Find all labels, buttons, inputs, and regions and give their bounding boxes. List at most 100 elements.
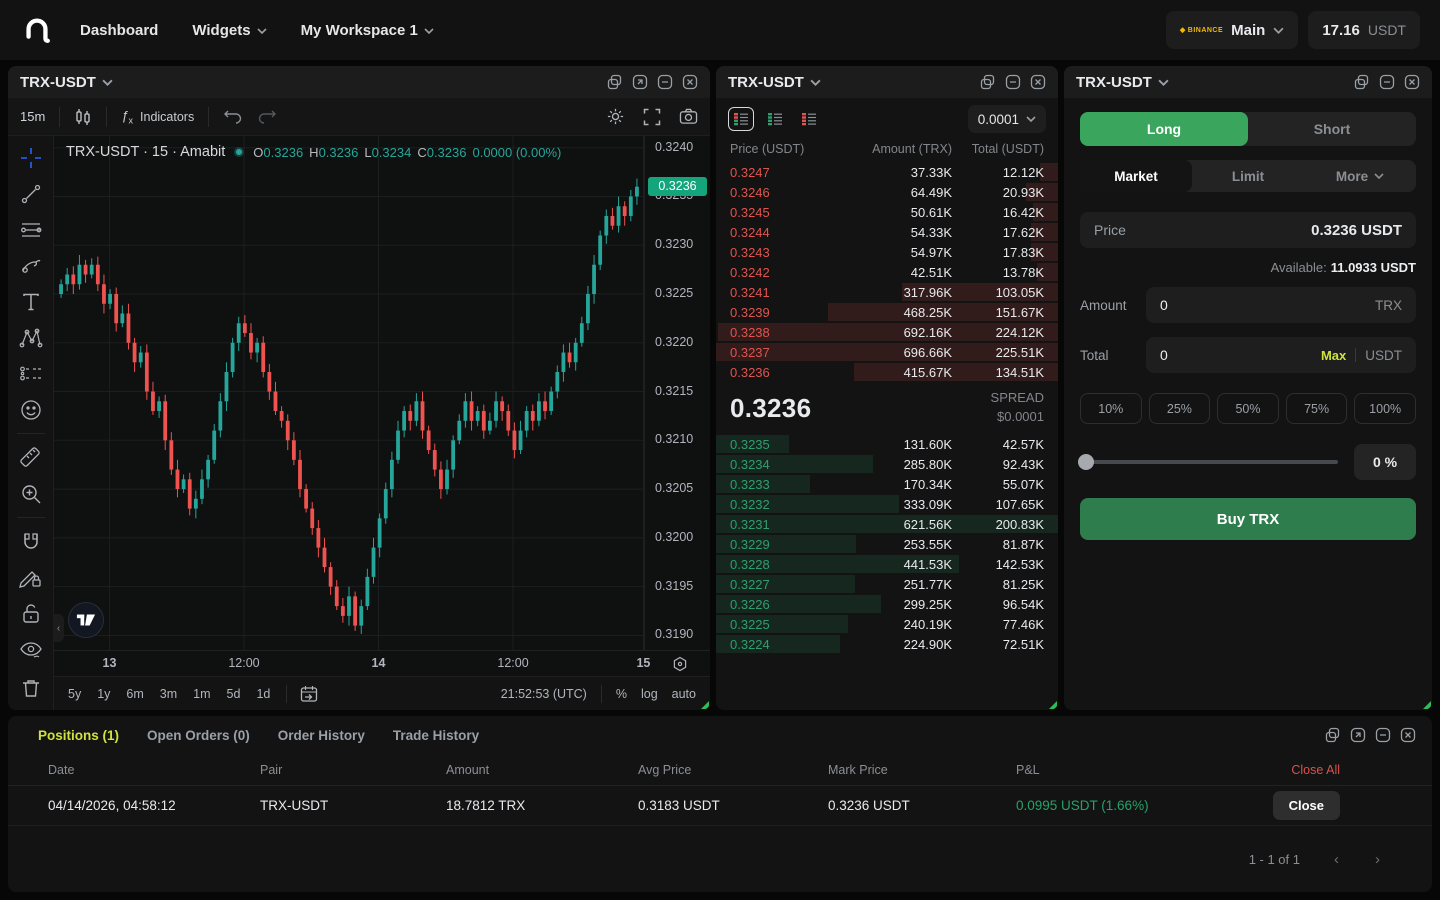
tab-short[interactable]: Short [1313, 121, 1351, 137]
scale-button-log[interactable]: log [640, 686, 658, 701]
ob-view-combined-icon[interactable] [728, 107, 754, 131]
axis-settings-hex-icon[interactable] [672, 656, 688, 672]
slider-thumb[interactable] [1078, 454, 1094, 470]
bid-row[interactable]: 0.3235 131.60K 42.57K [716, 434, 1058, 454]
range-button-1m[interactable]: 1m [193, 686, 211, 701]
redo-icon[interactable] [257, 109, 277, 125]
bid-row[interactable]: 0.3234 285.80K 92.43K [716, 454, 1058, 474]
ask-row[interactable]: 0.3246 64.49K 20.93K [716, 182, 1058, 202]
trade-symbol-selector[interactable]: TRX-USDT [1076, 74, 1169, 91]
draw-lock-icon[interactable] [16, 564, 46, 591]
close-icon[interactable] [1030, 74, 1046, 90]
bid-row[interactable]: 0.3226 299.25K 96.54K [716, 594, 1058, 614]
close-icon[interactable] [1400, 727, 1416, 743]
bid-row[interactable]: 0.3228 441.53K 142.53K [716, 554, 1058, 574]
ask-row[interactable]: 0.3242 42.51K 13.78K [716, 262, 1058, 282]
range-button-3m[interactable]: 3m [159, 686, 178, 701]
emoji-icon[interactable] [16, 396, 46, 423]
chart-symbol-selector[interactable]: TRX-USDT [20, 74, 113, 91]
ask-row[interactable]: 0.3236 415.67K 134.51K [716, 362, 1058, 382]
bid-row[interactable]: 0.3231 621.56K 200.83K [716, 514, 1058, 534]
percent-button-25[interactable]: 25% [1148, 393, 1211, 424]
settings-gear-icon[interactable] [606, 107, 625, 126]
trash-icon[interactable] [16, 674, 46, 701]
tab-open-orders[interactable]: Open Orders (0) [147, 727, 250, 743]
amount-slider[interactable] [1078, 454, 1338, 470]
page-next-icon[interactable]: › [1375, 850, 1380, 868]
bid-row[interactable]: 0.3233 170.34K 55.07K [716, 474, 1058, 494]
legend-series-label[interactable]: TRX-USDT · 15 · Amabit [66, 144, 226, 160]
tab-trade-history[interactable]: Trade History [392, 727, 480, 743]
forecast-icon[interactable] [16, 360, 46, 387]
interval-selector[interactable]: 15m [20, 109, 46, 124]
chart-clock[interactable]: 21:52:53 (UTC) [500, 686, 587, 701]
resize-handle[interactable] [1049, 701, 1057, 709]
chart-area[interactable]: 0.32400.32350.32300.32250.32200.32150.32… [53, 136, 710, 676]
duplicate-icon[interactable] [980, 74, 996, 90]
app-logo-icon[interactable] [20, 13, 54, 47]
ask-row[interactable]: 0.3239 468.25K 151.67K [716, 302, 1058, 322]
bid-row[interactable]: 0.3232 333.09K 107.65K [716, 494, 1058, 514]
range-button-6m[interactable]: 6m [126, 686, 144, 701]
total-input[interactable]: 0 Max USDT [1146, 337, 1416, 373]
range-button-1d[interactable]: 1d [256, 686, 271, 701]
lock-open-icon[interactable] [16, 600, 46, 627]
magnet-icon[interactable] [16, 528, 46, 555]
ask-row[interactable]: 0.3238 692.16K 224.12K [716, 322, 1058, 342]
tab-order-history[interactable]: Order History [277, 727, 365, 743]
precision-dropdown[interactable]: 0.0001 [967, 105, 1046, 133]
minimize-icon[interactable] [1375, 727, 1391, 743]
ask-row[interactable]: 0.3243 54.97K 17.83K [716, 242, 1058, 262]
zoom-in-icon[interactable] [16, 480, 46, 507]
duplicate-icon[interactable] [607, 74, 623, 90]
last-price[interactable]: 0.3236 [730, 392, 812, 423]
ask-row[interactable]: 0.3244 54.33K 17.62K [716, 222, 1058, 242]
close-icon[interactable] [1404, 74, 1420, 90]
range-button-5d[interactable]: 5d [226, 686, 241, 701]
close-all-button[interactable]: Close All [1291, 762, 1340, 777]
buy-button[interactable]: Buy TRX [1080, 498, 1416, 540]
tab-more[interactable]: More [1304, 160, 1416, 192]
close-position-button[interactable]: Close [1272, 791, 1340, 820]
max-button[interactable]: Max [1320, 347, 1347, 363]
percent-button-100[interactable]: 100% [1354, 393, 1416, 424]
indicators-button[interactable]: ƒx Indicators [121, 108, 194, 126]
ob-view-asks-icon[interactable] [796, 107, 822, 131]
eye-hide-icon[interactable] [16, 636, 46, 663]
parallel-lines-icon[interactable] [16, 216, 46, 243]
minimize-icon[interactable] [1005, 74, 1021, 90]
trend-line-icon[interactable] [16, 180, 46, 207]
price-axis[interactable]: 0.32400.32350.32300.32250.32200.32150.32… [644, 136, 710, 650]
chart-plot[interactable] [54, 136, 644, 650]
ruler-icon[interactable] [16, 444, 46, 471]
range-button-1y[interactable]: 1y [97, 686, 111, 701]
resize-handle[interactable] [1423, 701, 1431, 709]
scale-button-auto[interactable]: auto [671, 686, 696, 701]
nav-widgets[interactable]: Widgets [192, 22, 267, 39]
fullscreen-icon[interactable] [643, 108, 661, 126]
balance-chip[interactable]: 17.16 USDT [1308, 11, 1420, 49]
bid-row[interactable]: 0.3227 251.77K 81.25K [716, 574, 1058, 594]
brush-icon[interactable] [16, 252, 46, 279]
nav-dashboard[interactable]: Dashboard [80, 22, 158, 39]
camera-icon[interactable] [679, 108, 698, 125]
duplicate-icon[interactable] [1354, 74, 1370, 90]
duplicate-icon[interactable] [1325, 727, 1341, 743]
page-prev-icon[interactable]: ‹ [1334, 850, 1339, 868]
ob-view-bids-icon[interactable] [762, 107, 788, 131]
crosshair-icon[interactable] [16, 144, 46, 171]
tab-market[interactable]: Market [1080, 160, 1192, 192]
ask-row[interactable]: 0.3245 50.61K 16.42K [716, 202, 1058, 222]
expand-icon[interactable] [632, 74, 648, 90]
tab-limit[interactable]: Limit [1231, 168, 1265, 184]
minimize-icon[interactable] [1379, 74, 1395, 90]
account-selector[interactable]: ◆ BINANCE Main [1165, 11, 1299, 49]
scale-button-%[interactable]: % [615, 686, 627, 701]
text-tool-icon[interactable] [16, 288, 46, 315]
ask-row[interactable]: 0.3237 696.66K 225.51K [716, 342, 1058, 362]
bid-row[interactable]: 0.3229 253.55K 81.87K [716, 534, 1058, 554]
tab-positions[interactable]: Positions (1) [38, 727, 120, 743]
close-icon[interactable] [682, 74, 698, 90]
ask-row[interactable]: 0.3241 317.96K 103.05K [716, 282, 1058, 302]
amount-input[interactable]: 0 TRX [1146, 287, 1416, 323]
